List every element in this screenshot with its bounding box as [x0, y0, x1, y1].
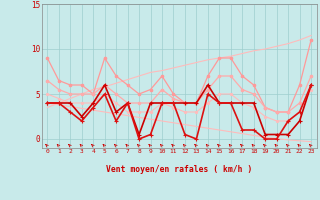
X-axis label: Vent moyen/en rafales ( km/h ): Vent moyen/en rafales ( km/h )	[106, 166, 252, 174]
